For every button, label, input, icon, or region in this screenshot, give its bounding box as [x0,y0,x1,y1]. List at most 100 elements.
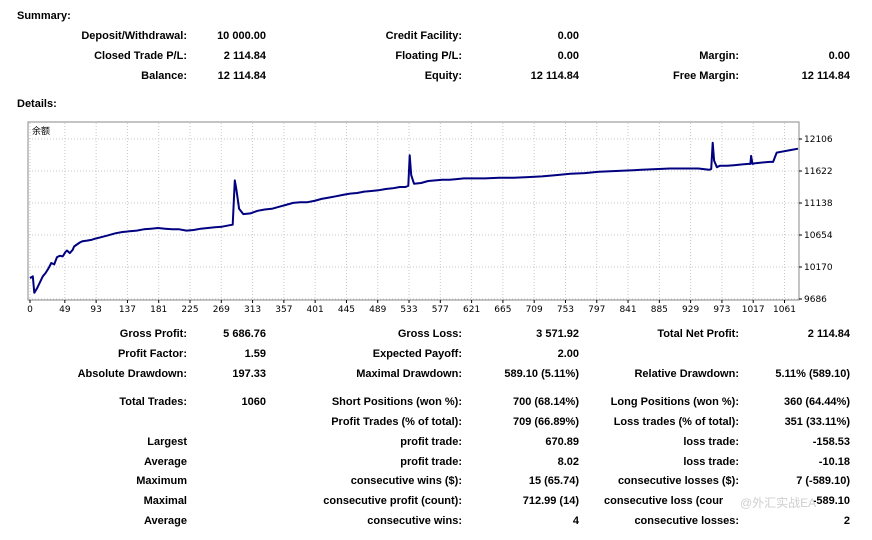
x-tick-label: 753 [557,305,574,315]
average-profit-value: 8.02 [557,456,579,468]
free-margin-label: Free Margin: [672,70,739,82]
average-loss-value: -10.18 [818,456,850,468]
average-consecutive-wins-label: consecutive wins: [367,515,462,527]
maximal-drawdown-label: Maximal Drawdown: [356,368,462,380]
x-tick-label: 577 [432,305,449,315]
x-tick-label: 1017 [742,305,765,315]
short-positions-value: 700 (68.14%) [512,396,579,408]
x-tick-label: 181 [150,305,167,315]
x-tick-label: 357 [275,305,292,315]
average-consecutive-label: Average [143,515,187,527]
plot-area [27,121,800,301]
average-profit-label: profit trade: [400,456,462,468]
short-positions-label: Short Positions (won %): [331,396,462,408]
maximum-wins-value: 15 (65.74) [528,475,579,487]
x-tick-label: 709 [526,305,543,315]
x-tick-label: 841 [619,305,636,315]
profit-trades-label: Profit Trades (% of total): [331,416,462,428]
chart-title: 余额 [32,125,50,137]
credit-facility-label: Credit Facility: [385,30,462,42]
maximal-profit-value: 712.99 (14) [522,495,579,507]
deposit-label: Deposit/Withdrawal: [81,30,187,42]
balance-line [29,141,799,294]
expected-payoff-label: Expected Payoff: [372,348,462,360]
x-tick-label: 489 [369,305,386,315]
x-tick-label: 225 [181,305,198,315]
x-tick-label: 0 [27,305,33,315]
balance-label: Balance: [141,70,187,82]
largest-loss-value: -158.53 [812,436,850,448]
maximum-label: Maximum [136,475,187,487]
maximal-label: Maximal [143,495,187,507]
total-net-profit-value: 2 114.84 [807,328,850,340]
balance-chart: 0 49 93 137 181 225 269 313 357 401 445 489 533 577 62… [27,121,833,315]
details-title: Details: [17,98,57,110]
x-tick-label: 269 [213,305,230,315]
loss-trades-label: Loss trades (% of total): [613,416,739,428]
x-tick-label: 401 [307,305,324,315]
y-tick-label: 9686 [804,295,827,305]
profit-trades-value: 709 (66.89%) [512,416,579,428]
average-consecutive-losses-value: 2 [843,515,850,527]
expected-payoff-value: 2.00 [557,348,579,360]
average-label: Average [143,456,187,468]
y-tick-label: 10170 [804,263,833,273]
total-net-profit-label: Total Net Profit: [657,328,739,340]
x-tick-label: 93 [90,305,101,315]
summary-title: Summary: [17,10,71,22]
deposit-value: 10 000.00 [217,30,266,42]
relative-drawdown-value: 5.11% (589.10) [775,368,850,380]
absolute-drawdown-value: 197.33 [232,368,266,380]
gross-loss-label: Gross Loss: [397,328,462,340]
margin-value: 0.00 [828,50,850,62]
average-consecutive-losses-label: consecutive losses: [634,515,739,527]
x-tick-label: 1061 [773,305,796,315]
largest-label: Largest [147,436,187,448]
gross-profit-label: Gross Profit: [119,328,187,340]
largest-loss-label: loss trade: [683,436,739,448]
x-tick-label: 49 [59,305,71,315]
total-trades-label: Total Trades: [119,396,187,408]
average-loss-label: loss trade: [683,456,739,468]
x-tick-label: 533 [400,305,417,315]
balance-value: 12 114.84 [217,70,266,82]
x-tick-label: 885 [651,305,668,315]
x-tick-label: 445 [338,305,355,315]
average-consecutive-wins-value: 4 [572,515,579,527]
y-tick-label: 10654 [804,231,833,241]
watermark: @外汇实战EA [740,496,817,510]
x-tick-label: 665 [494,305,511,315]
x-tick-label: 797 [588,305,605,315]
total-trades-value: 1060 [241,396,266,408]
absolute-drawdown-label: Absolute Drawdown: [77,368,187,380]
y-tick-label: 11138 [804,199,833,209]
x-tick-label: 929 [682,305,699,315]
profit-factor-value: 1.59 [244,348,266,360]
equity-value: 12 114.84 [530,70,579,82]
maximal-drawdown-value: 589.10 (5.11%) [504,368,579,380]
margin-label: Margin: [699,50,739,62]
x-tick-label: 621 [463,305,480,315]
gross-loss-value: 3 571.92 [536,328,579,340]
relative-drawdown-label: Relative Drawdown: [634,368,739,380]
floating-pl-label: Floating P/L: [395,50,462,62]
x-tick-label: 313 [244,305,261,315]
x-tick-label: 973 [713,305,730,315]
x-tick-label: 137 [119,305,136,315]
floating-pl-value: 0.00 [557,50,579,62]
maximal-loss-value: -589.10 [812,495,850,507]
y-tick-label: 12106 [804,135,833,145]
profit-factor-label: Profit Factor: [117,348,187,360]
maximal-profit-label: consecutive profit (count): [323,495,462,507]
largest-profit-label: profit trade: [400,436,462,448]
y-tick-label: 11622 [804,167,833,177]
maximum-wins-label: consecutive wins ($): [350,475,462,487]
long-positions-value: 360 (64.44%) [783,396,850,408]
maximum-losses-value: 7 (-589.10) [796,475,850,487]
maximum-losses-label: consecutive losses ($): [617,475,739,487]
largest-profit-value: 670.89 [545,436,579,448]
loss-trades-value: 351 (33.11%) [784,416,850,428]
gross-profit-value: 5 686.76 [223,328,266,340]
closed-trade-pl-label: Closed Trade P/L: [94,50,187,62]
free-margin-value: 12 114.84 [801,70,850,82]
